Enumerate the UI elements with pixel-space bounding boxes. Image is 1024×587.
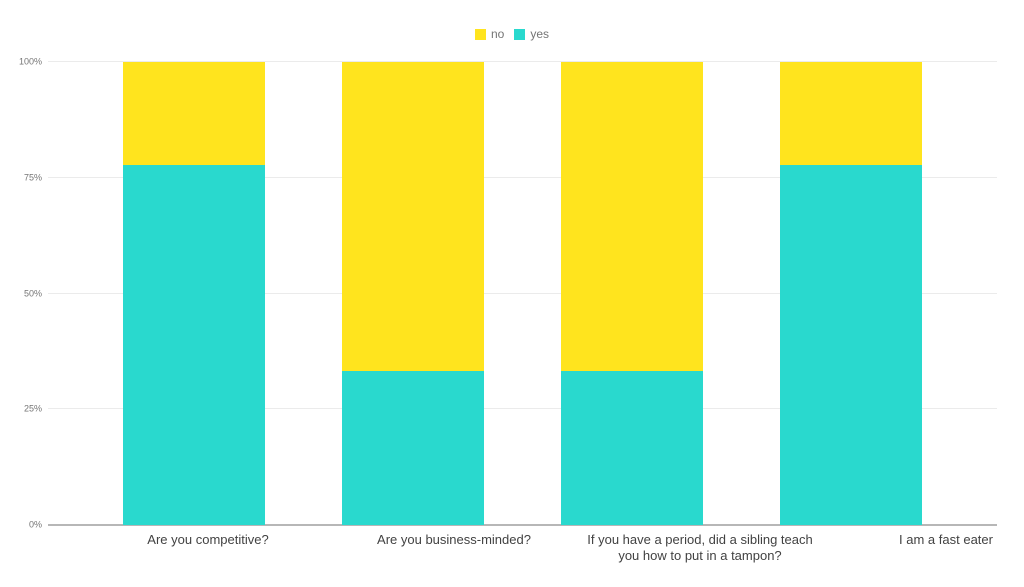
stacked-bar [779, 62, 922, 525]
category-label-cell: If you have a period, did a sibling teac… [577, 532, 823, 564]
category-label: Are you competitive? [147, 532, 269, 547]
y-tick-label: 25% [23, 403, 42, 414]
bar-segment-no [779, 62, 922, 165]
gridline [48, 61, 997, 62]
category-axis: Are you competitive? Are you business-min… [85, 532, 993, 564]
legend-item-yes: yes [514, 27, 549, 41]
category-label: If you have a period, did a sibling teac… [587, 532, 813, 563]
category-label-cell: Are you competitive? [85, 532, 331, 564]
stacked-bar [123, 62, 266, 525]
bar-segment-yes [342, 370, 485, 525]
category-label: Are you business-minded? [377, 532, 531, 547]
gridline [48, 176, 997, 178]
bar-column [741, 62, 960, 525]
y-tick-label: 75% [23, 172, 42, 183]
bar-column [304, 62, 523, 525]
legend-label-yes: yes [530, 27, 550, 41]
category-label-cell: I am a fast eater [823, 532, 1024, 564]
legend: no yes [0, 26, 1024, 42]
plot-area: 0% 25% 50% 75% 100% [19, 57, 997, 529]
legend-label-no: no [490, 27, 505, 41]
bar-segment-yes [779, 164, 922, 525]
legend-swatch-no [474, 28, 486, 40]
gridline [48, 408, 997, 410]
gridline [48, 292, 997, 294]
stacked-bar [560, 62, 703, 525]
bar-segment-yes [123, 164, 266, 525]
legend-item-no: no [474, 27, 505, 41]
y-tick-label: 100% [18, 56, 42, 67]
bar-column [523, 62, 742, 525]
bar-segment-no [123, 62, 266, 165]
x-axis-baseline [48, 524, 997, 526]
category-label-cell: Are you business-minded? [331, 532, 577, 564]
stacked-bar [342, 62, 485, 525]
bars-layer [85, 62, 960, 525]
legend-swatch-yes [514, 28, 526, 40]
bar-column [85, 62, 304, 525]
category-label: I am a fast eater [899, 532, 993, 547]
bar-segment-no [560, 62, 703, 371]
y-tick-label: 50% [23, 288, 42, 298]
y-tick-label: 0% [28, 519, 42, 530]
bar-segment-yes [560, 370, 703, 525]
bar-segment-no [342, 62, 485, 371]
